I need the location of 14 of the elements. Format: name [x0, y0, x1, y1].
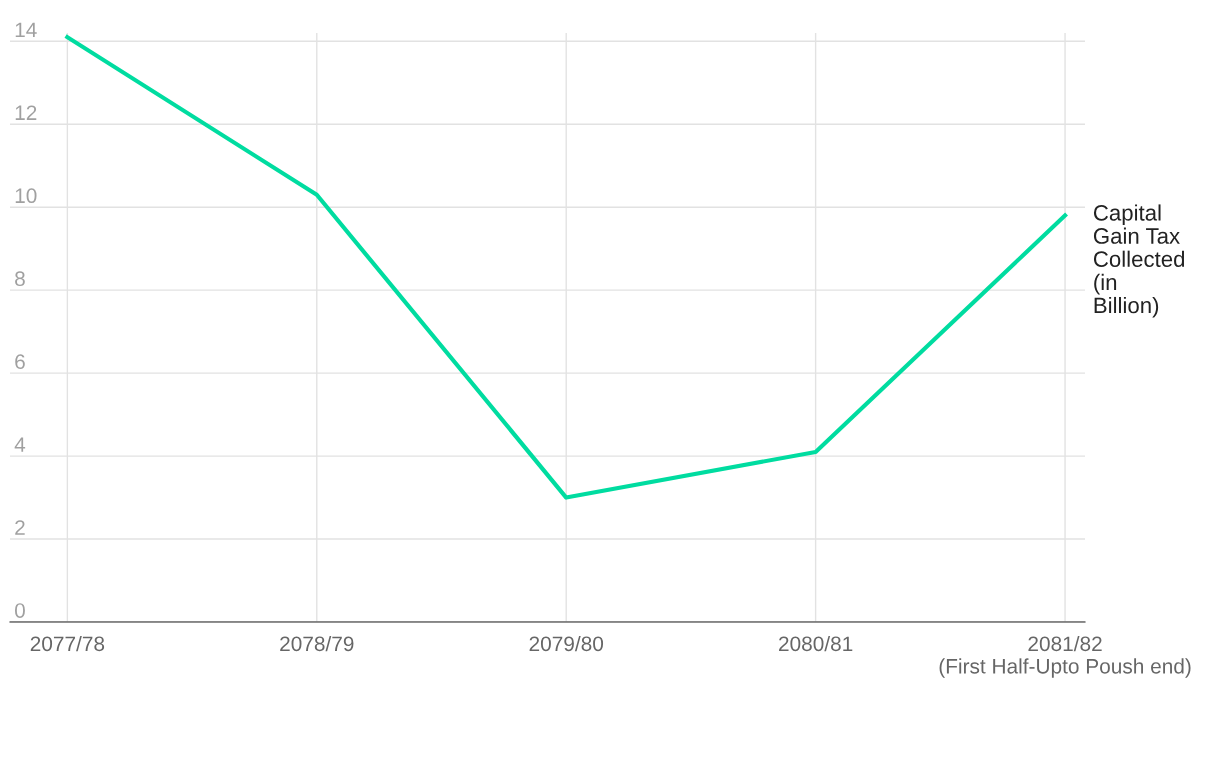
x-tick-label: 2081/82 (First Half-Upto Poush end): [939, 635, 1191, 678]
series-label: Capital Gain Tax Collected (in Billion): [1093, 204, 1185, 318]
y-tick-label: 6: [15, 354, 25, 370]
x-tick-label: 2078/79: [280, 635, 354, 652]
x-tick-label: 2079/80: [529, 635, 604, 652]
y-tick-label: 2: [15, 520, 25, 535]
x-tick-label: 2077/78: [30, 635, 105, 652]
y-tick-label: 10: [15, 188, 37, 204]
y-tick-label: 4: [14, 437, 26, 452]
x-tick-label: 2080/81: [779, 635, 853, 652]
y-tick-label: 0: [14, 603, 25, 618]
y-tick-label: 14: [15, 22, 37, 37]
y-tick-label: 8: [15, 271, 25, 287]
y-tick-label: 12: [15, 105, 37, 120]
